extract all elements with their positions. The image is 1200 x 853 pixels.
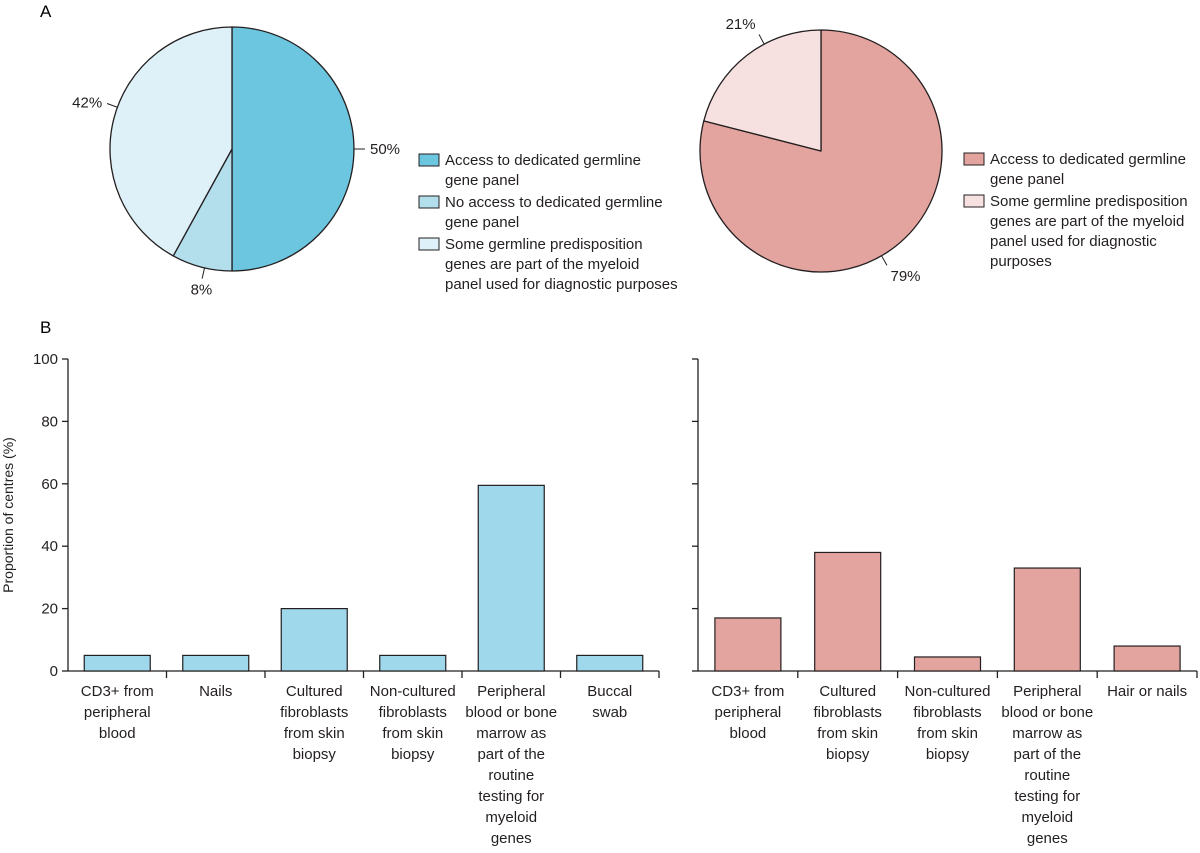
legend-swatch (418, 237, 440, 251)
pie-slice (109, 26, 233, 257)
bar (182, 654, 250, 672)
pie-value-label: 50% (370, 141, 400, 158)
panel-label-b: B (40, 318, 51, 337)
pie-slice (703, 29, 822, 152)
legend-label: Access to dedicated germline gene panel (445, 152, 641, 189)
y-tick-label: 0 (50, 663, 58, 680)
bar-chart-right: CD3+ from peripheral blood Cultured fibrobla… (692, 358, 1198, 847)
pie-chart-right: 79% 21% Access to dedicated germline gene p… (699, 16, 1188, 285)
x-category-label: Buccal swab (587, 683, 632, 721)
pie-leader-line (758, 34, 765, 45)
y-tick-label: 80 (41, 413, 58, 430)
legend-swatch (418, 195, 440, 209)
bar (83, 654, 151, 672)
bar (714, 617, 782, 672)
pie-value-label: 8% (191, 282, 213, 299)
x-category-label: Nails (199, 683, 232, 700)
legend-swatch (963, 194, 985, 208)
pie-chart-left: 50% 8% 42% Access to dedicated germline gene… (72, 26, 678, 299)
legend-label: No access to dedicated germline gene pane… (445, 194, 663, 231)
y-tick-label: 40 (41, 538, 58, 555)
pie-leader-line (106, 103, 118, 108)
bar (814, 551, 882, 672)
pie-slice (231, 26, 355, 272)
pie-leader-line (881, 255, 888, 266)
pie-value-label: 21% (726, 16, 756, 33)
legend-swatch (963, 152, 985, 166)
bar (1113, 645, 1181, 672)
bar (477, 484, 545, 672)
pie-value-label: 42% (72, 94, 102, 111)
pie-value-label: 79% (891, 268, 921, 285)
y-tick-label: 60 (41, 476, 58, 493)
legend-label: Some germline predisposition genes are pa… (445, 236, 678, 293)
x-category-label: CD3+ from peripheral blood (81, 683, 154, 742)
y-tick-label: 100 (33, 351, 58, 368)
pie-leader-line (201, 267, 206, 279)
x-category-label: Non-cultured fibroblasts from skin biopsy (370, 683, 456, 763)
x-category-label: Non-cultured fibroblasts from skin biopsy (905, 683, 991, 763)
bar-chart-left: 0 20 40 60 80 100 CD3+ from peripheral blood Nail… (0, 351, 660, 847)
x-category-label: Hair or nails (1107, 683, 1187, 700)
bar (280, 607, 348, 672)
x-category-label: Cultured fibroblasts from skin biopsy (814, 683, 882, 763)
x-category-label: Peripheral blood or bone marrow as part of … (1001, 683, 1093, 847)
bar (1013, 567, 1081, 672)
x-category-label: Peripheral blood or bone marrow as part of … (465, 683, 557, 847)
bar (379, 654, 447, 672)
legend-label: Access to dedicated germline gene panel (990, 151, 1186, 188)
bar (576, 654, 644, 672)
y-tick-label: 20 (41, 601, 58, 618)
x-category-label: Cultured fibroblasts from skin biopsy (280, 683, 348, 763)
legend-swatch (418, 153, 440, 167)
y-axis-label: Proportion of centres (%) (0, 437, 16, 593)
bar (913, 656, 982, 672)
legend-label: Some germline predisposition genes are pa… (990, 193, 1188, 270)
panel-label-a: A (40, 2, 52, 21)
x-category-label: CD3+ from peripheral blood (711, 683, 784, 742)
